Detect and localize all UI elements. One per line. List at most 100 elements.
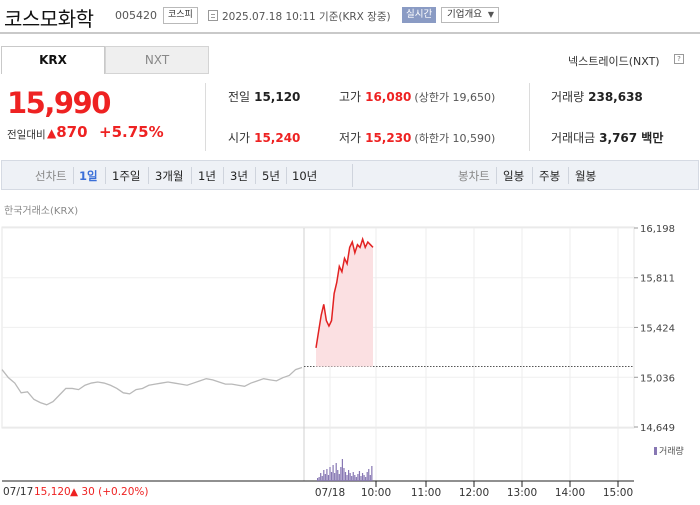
timestamp: 2025.07.18 10:11 기준(KRX 장중) xyxy=(222,11,391,23)
volume-bar xyxy=(318,477,320,481)
stat-label: 거래량 xyxy=(551,90,585,104)
stock-name: 코스모화학 xyxy=(4,7,94,31)
help-icon[interactable]: ? xyxy=(674,54,684,64)
lower-limit: (하한가 10,590) xyxy=(414,132,496,145)
divider xyxy=(286,167,287,184)
stat-label: 전일 xyxy=(228,90,251,104)
volume-legend: 거래량 xyxy=(654,444,684,457)
volume-bar xyxy=(323,470,325,481)
period-1y[interactable]: 1년 xyxy=(198,169,216,183)
market-badge: 코스피 xyxy=(163,7,198,24)
nextrade-link[interactable]: 넥스트레이드(NXT) xyxy=(568,55,660,68)
stat-trade-amount: 거래대금 3,767 백만 xyxy=(551,129,663,146)
candle-monthly[interactable]: 월봉 xyxy=(575,169,597,183)
divider xyxy=(532,167,533,184)
up-triangle-icon: ▲ xyxy=(47,126,57,140)
divider xyxy=(73,167,74,184)
divider xyxy=(529,83,530,151)
period-3m[interactable]: 3개월 xyxy=(155,169,184,183)
y-tick-label: 15,424 xyxy=(640,323,675,334)
stock-code: 005420 xyxy=(115,9,157,22)
chevron-down-icon: ▼ xyxy=(487,10,494,19)
stat-value: 238,638 xyxy=(588,90,643,104)
current-price: 15,990 xyxy=(7,86,111,120)
volume-bar xyxy=(337,470,339,481)
up-triangle-icon: ▲ xyxy=(70,486,79,498)
series-line-prior-day xyxy=(1,366,303,406)
stat-value: 16,080 xyxy=(365,90,412,104)
document-icon xyxy=(208,10,218,21)
volume-bar xyxy=(348,470,350,481)
volume-bar xyxy=(371,466,373,481)
y-tick-label: 15,811 xyxy=(640,274,675,285)
candle-chart-label: 봉차트 xyxy=(458,169,490,183)
volume-bar xyxy=(368,469,370,481)
volume-bar xyxy=(338,474,340,481)
x-tick-label: 10:00 xyxy=(361,487,391,499)
volume-legend-label: 거래량 xyxy=(659,447,684,457)
volume-bar xyxy=(357,474,359,481)
volume-bar xyxy=(360,476,362,481)
divider xyxy=(205,83,206,151)
volume-bar xyxy=(320,473,322,481)
stat-volume: 거래량 238,638 xyxy=(551,88,643,105)
volume-bar xyxy=(343,468,345,481)
volume-bar xyxy=(358,471,361,481)
candle-weekly[interactable]: 주봉 xyxy=(539,169,561,183)
period-3y[interactable]: 3년 xyxy=(230,169,248,183)
footer-change-value: 30 (+0.20%) xyxy=(81,486,149,498)
period-1d[interactable]: 1일 xyxy=(79,169,98,183)
stat-value: 15,240 xyxy=(254,131,301,145)
stat-label: 거래대금 xyxy=(551,131,596,145)
volume-bar xyxy=(324,474,326,481)
volume-bar xyxy=(349,473,351,481)
divider xyxy=(255,167,256,184)
volume-bar xyxy=(317,478,319,481)
volume-bar xyxy=(330,472,333,481)
volume-bar xyxy=(327,475,330,481)
volume-bar xyxy=(354,475,356,481)
stock-header: 코스모화학 005420 코스피 2025.07.18 10:11 기준(KRX… xyxy=(0,0,700,34)
divider xyxy=(496,167,497,184)
change-amount-value: 870 xyxy=(56,123,88,141)
volume-bar xyxy=(334,473,336,481)
company-overview-button[interactable]: 기업개요 ▼ xyxy=(441,7,499,23)
exchange-label: 한국거래소(KRX) xyxy=(4,206,79,217)
tab-krx[interactable]: KRX xyxy=(1,46,105,74)
footer-change: ▲ 30 (+0.20%) xyxy=(70,486,148,498)
change-label: 전일대비 xyxy=(7,129,46,141)
period-5y[interactable]: 5년 xyxy=(262,169,280,183)
divider xyxy=(148,167,149,184)
volume-bar xyxy=(352,472,354,481)
y-tick-label: 15,036 xyxy=(640,373,675,384)
x-tick-label: 15:00 xyxy=(603,487,633,499)
footer-close: 15,120 xyxy=(34,486,71,498)
volume-bar xyxy=(346,475,348,481)
stat-low: 저가 15,230 (하한가 10,590) xyxy=(339,129,495,146)
candle-daily[interactable]: 일봉 xyxy=(503,169,525,183)
divider xyxy=(223,167,224,184)
stat-label: 시가 xyxy=(228,131,251,145)
period-10y[interactable]: 10년 xyxy=(292,169,318,183)
stat-prev-close: 전일 15,120 xyxy=(228,88,300,105)
volume-bar xyxy=(329,467,331,481)
period-1w[interactable]: 1주일 xyxy=(112,169,141,183)
stat-label: 저가 xyxy=(339,131,362,145)
volume-bar xyxy=(335,463,337,481)
x-tick-label: 07/18 xyxy=(315,487,345,499)
line-chart-label: 선차트 xyxy=(35,169,67,183)
tab-nxt[interactable]: NXT xyxy=(105,46,209,74)
x-tick-label: 13:00 xyxy=(507,487,537,499)
volume-bar xyxy=(366,472,368,481)
volume-bar xyxy=(369,475,371,481)
y-tick-label: 14,649 xyxy=(640,423,675,434)
stat-label: 고가 xyxy=(339,90,362,104)
volume-bar xyxy=(361,473,364,481)
volume-bar xyxy=(326,469,328,481)
chart-control-bar: 선차트 1일 1주일 3개월 1년 3년 5년 10년 봉차트 일봉 주봉 월봉 xyxy=(1,160,699,190)
volume-bar xyxy=(355,477,357,481)
company-overview-label: 기업개요 xyxy=(447,9,482,20)
volume-bar xyxy=(332,465,334,481)
volume-bar xyxy=(351,476,353,481)
divider xyxy=(191,167,192,184)
